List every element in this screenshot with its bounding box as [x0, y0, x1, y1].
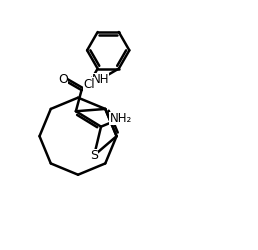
- Text: NH₂: NH₂: [109, 112, 132, 125]
- Text: S: S: [90, 149, 98, 162]
- Text: O: O: [58, 73, 68, 86]
- Text: NH: NH: [92, 73, 109, 86]
- Text: Cl: Cl: [83, 78, 94, 90]
